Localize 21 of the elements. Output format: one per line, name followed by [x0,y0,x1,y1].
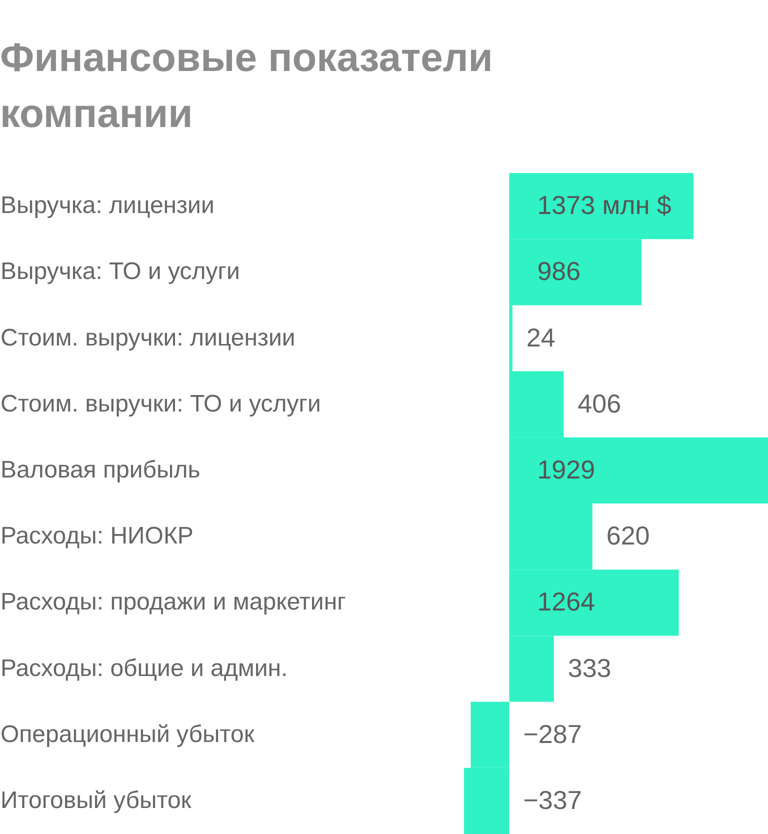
y-tick-label: Выручка: ТО и услуги [0,258,240,286]
y-tick-label: Итоговый убыток [0,786,192,814]
y-tick-label: Выручка: лицензии [0,192,214,220]
data-label: 1929 [537,454,596,484]
y-tick-label: Операционный убыток [0,720,255,748]
data-label: −287 [523,718,582,749]
data-label: 24 [526,322,556,352]
y-tick-label: Расходы: общие и админ. [0,654,288,682]
y-tick-label: Валовая прибыль [0,456,200,484]
data-label: 1264 [537,586,596,617]
data-label: −337 [523,784,582,815]
y-tick-label: Стоим. выручки: ТО и услуги [0,390,321,418]
data-label: 986 [537,256,581,286]
data-label: 1373 млн $ [537,190,672,220]
y-tick-label: Расходы: продажи и маркетинг [0,588,346,616]
data-label: 620 [606,520,650,551]
data-label: 333 [568,652,612,683]
y-tick-label: Расходы: НИОКР [0,522,194,550]
chart-title: Финансовые показатели компании [0,36,493,136]
data-label: 406 [578,388,622,418]
y-tick-label: Стоим. выручки: лицензии [0,324,296,352]
